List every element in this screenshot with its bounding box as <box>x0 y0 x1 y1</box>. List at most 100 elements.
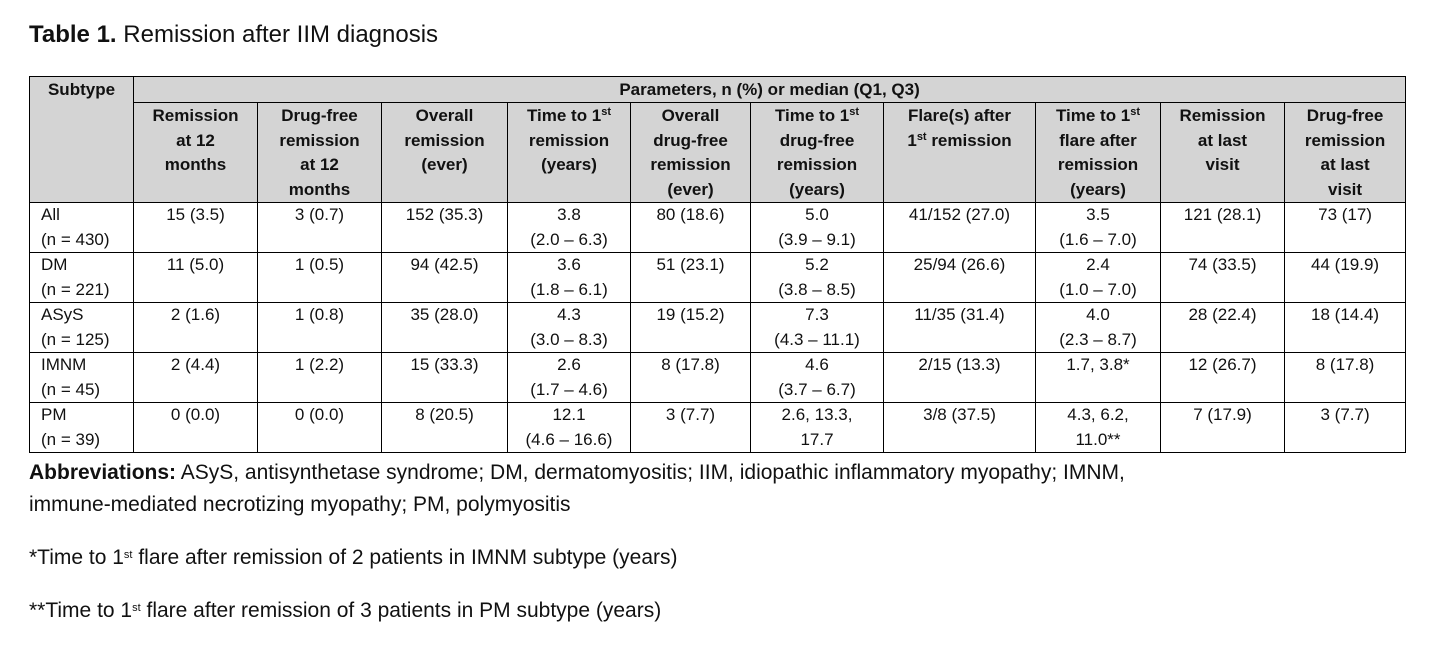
cell-all-col2: 3 (0.7) <box>257 202 382 253</box>
cell-all-col2-line-0: 3 (0.7) <box>294 205 345 224</box>
cell-imnm-col4: 2.6 (1.7 – 4.6) <box>507 352 631 403</box>
cell-imnm-col8-line-0: 1.7, 3.8* <box>1066 355 1130 374</box>
cell-dm-col10: 44 (19.9) <box>1283 252 1407 303</box>
column-header-7-line-1: remission <box>926 130 1012 150</box>
cell-asys-col6: 7.3 (4.3 – 11.1) <box>750 302 884 353</box>
cell-pm-col2: 0 (0.0) <box>257 402 382 453</box>
cell-asys-col10: 18 (14.4) <box>1283 302 1407 353</box>
cell-pm-col3: 8 (20.5) <box>381 402 508 453</box>
row-label-asys-line-1: (n = 125) <box>41 329 110 349</box>
cell-asys-col8-line-0: 4.0 <box>1086 305 1110 324</box>
cell-pm-col9-line-0: 7 (17.9) <box>1193 405 1252 424</box>
cell-imnm-col7-line-0: 2/15 (13.3) <box>918 355 1001 374</box>
cell-imnm-col3: 15 (33.3) <box>381 352 508 403</box>
cell-dm-col4: 3.6 (1.8 – 6.1) <box>507 252 631 303</box>
cell-pm-col6: 2.6, 13.3, 17.7 <box>750 402 884 453</box>
cell-dm-col4-line-1: (1.8 – 6.1) <box>530 279 608 299</box>
column-header-8-line-0-sup: st <box>1130 106 1141 118</box>
cell-all-col7-line-0: 41/152 (27.0) <box>908 205 1011 224</box>
cell-imnm-col9: 12 (26.7) <box>1160 352 1285 403</box>
footnote-imnm-sup: st <box>123 549 133 561</box>
abbreviations-text-line2: immune-mediated necrotizing myopathy; PM… <box>29 493 571 516</box>
cell-pm-col8-line-0: 4.3, 6.2, <box>1067 405 1129 424</box>
cell-dm-col8-line-1: (1.0 – 7.0) <box>1059 279 1137 299</box>
cell-all-col10: 73 (17) <box>1283 202 1407 253</box>
row-label-pm-line-0: PM <box>41 405 67 424</box>
cell-imnm-col5-line-0: 8 (17.8) <box>661 355 720 374</box>
cell-imnm-col1-line-0: 2 (4.4) <box>170 355 221 374</box>
cell-imnm-col9-line-0: 12 (26.7) <box>1188 355 1257 374</box>
footnote-imnm-before: *Time to 1 <box>29 546 124 569</box>
cell-asys-col5: 19 (15.2) <box>630 302 751 353</box>
cell-all-col6-line-0: 5.0 <box>805 205 829 224</box>
column-header-10-line-1: remission <box>1304 130 1386 150</box>
cell-all-col1-line-0: 15 (3.5) <box>166 205 225 224</box>
column-header-2-line-1: remission <box>279 130 360 150</box>
row-label-dm-line-0: DM <box>41 255 68 274</box>
parameters-header: Parameters, n (%) or median (Q1, Q3) <box>132 76 1407 103</box>
cell-asys-col5-line-0: 19 (15.2) <box>656 305 725 324</box>
cell-asys-col1: 2 (1.6) <box>133 302 258 353</box>
column-header-3-line-1: remission <box>404 130 485 150</box>
row-label-imnm: IMNM (n = 45) <box>29 352 134 403</box>
table-title: Table 1. Remission after IIM diagnosis <box>29 19 438 51</box>
abbreviations-label: Abbreviations: <box>29 461 177 484</box>
cell-dm-col3-line-0: 94 (42.5) <box>410 255 479 274</box>
abbreviations-note: Abbreviations: ASyS, antisynthetase synd… <box>29 457 1409 521</box>
cell-asys-col9: 28 (22.4) <box>1160 302 1285 353</box>
cell-all-col3: 152 (35.3) <box>381 202 508 253</box>
cell-dm-col5-line-0: 51 (23.1) <box>656 255 725 274</box>
cell-all-col4-line-0: 3.8 <box>557 205 581 224</box>
cell-dm-col5: 51 (23.1) <box>630 252 751 303</box>
cell-asys-col1-line-0: 2 (1.6) <box>170 305 221 324</box>
remission-table: Subtype Parameters, n (%) or median (Q1,… <box>29 76 1407 453</box>
column-header-6-line-1: drug-free <box>779 130 855 150</box>
cell-asys-col9-line-0: 28 (22.4) <box>1188 305 1257 324</box>
cell-dm-col2-line-0: 1 (0.5) <box>294 255 345 274</box>
column-header-2: Drug-free remission at 12 months <box>257 102 382 203</box>
cell-asys-col2: 1 (0.8) <box>257 302 382 353</box>
cell-dm-col6: 5.2 (3.8 – 8.5) <box>750 252 884 303</box>
column-header-1-line-1: at 12 <box>176 130 215 150</box>
table-title-text: Remission after IIM diagnosis <box>123 21 439 48</box>
cell-imnm-col2: 1 (2.2) <box>257 352 382 403</box>
column-header-9-line-1: at last <box>1197 130 1248 150</box>
cell-all-col8-line-0: 3.5 <box>1086 205 1110 224</box>
column-header-6-line-0-sup: st <box>849 106 860 118</box>
row-label-imnm-line-1: (n = 45) <box>41 379 101 399</box>
cell-all-col6-line-1: (3.9 – 9.1) <box>778 229 856 249</box>
column-header-4-line-0-sup: st <box>601 106 612 118</box>
cell-pm-col5: 3 (7.7) <box>630 402 751 453</box>
column-header-4-line-2: (years) <box>541 155 597 174</box>
cell-imnm-col6-line-1: (3.7 – 6.7) <box>778 379 856 399</box>
row-label-asys: ASyS (n = 125) <box>29 302 134 353</box>
column-header-5-line-0: Overall <box>661 106 720 125</box>
table-row: DM (n = 221) 11 (5.0) 1 (0.5) 94 (42.5) 3.6 (1… <box>29 252 1407 303</box>
row-label-pm-line-1: (n = 39) <box>41 429 101 449</box>
cell-asys-col2-line-0: 1 (0.8) <box>294 305 345 324</box>
cell-pm-col4-line-1: (4.6 – 16.6) <box>525 429 613 449</box>
cell-all-col10-line-0: 73 (17) <box>1318 205 1372 224</box>
cell-dm-col6-line-1: (3.8 – 8.5) <box>778 279 856 299</box>
footnote-pm-before: **Time to 1 <box>29 599 133 622</box>
cell-all-col8: 3.5 (1.6 – 7.0) <box>1035 202 1161 253</box>
cell-pm-col6-line-0: 2.6, 13.3, <box>781 405 853 424</box>
cell-all-col9-line-0: 121 (28.1) <box>1183 205 1262 224</box>
cell-asys-col3-line-0: 35 (28.0) <box>410 305 479 324</box>
cell-dm-col2: 1 (0.5) <box>257 252 382 303</box>
cell-imnm-col10-line-0: 8 (17.8) <box>1315 355 1375 374</box>
cell-imnm-col2-line-0: 1 (2.2) <box>294 355 345 374</box>
table-notes: Abbreviations: ASyS, antisynthetase synd… <box>29 457 1409 627</box>
cell-asys-col4-line-0: 4.3 <box>557 305 581 324</box>
row-label-all: All (n = 430) <box>29 202 134 253</box>
column-header-6: Time to 1st drug-free remission (years) <box>750 102 884 203</box>
cell-all-col4-line-1: (2.0 – 6.3) <box>530 229 608 249</box>
cell-imnm-col6-line-0: 4.6 <box>805 355 829 374</box>
cell-dm-col8: 2.4 (1.0 – 7.0) <box>1035 252 1161 303</box>
cell-pm-col10-line-0: 3 (7.7) <box>1320 405 1370 424</box>
cell-pm-col3-line-0: 8 (20.5) <box>415 405 474 424</box>
column-header-4-line-1: remission <box>528 130 610 150</box>
cell-all-col8-line-1: (1.6 – 7.0) <box>1059 229 1137 249</box>
cell-dm-col9-line-0: 74 (33.5) <box>1188 255 1257 274</box>
column-header-8-line-2: remission <box>1057 155 1139 174</box>
